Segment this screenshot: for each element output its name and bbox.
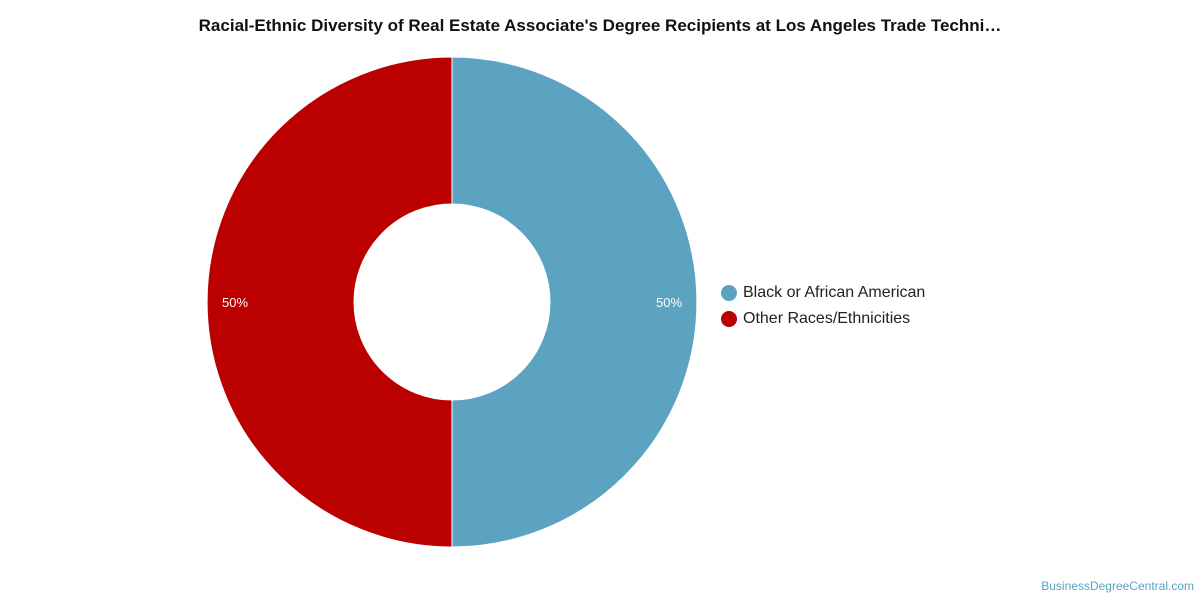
slice-label-1: 50% — [222, 295, 248, 310]
donut-slice-1[interactable] — [206, 56, 453, 548]
slice-label-0: 50% — [656, 295, 682, 310]
legend-swatch-other-races — [721, 311, 737, 327]
source-credit[interactable]: BusinessDegreeCentral.com — [1041, 579, 1194, 593]
chart-title: Racial-Ethnic Diversity of Real Estate A… — [198, 16, 1002, 35]
chart-legend: Black or African American Other Races/Et… — [721, 280, 925, 332]
legend-label: Other Races/Ethnicities — [743, 310, 911, 327]
legend-swatch-black-or-african-american — [721, 285, 737, 301]
legend-label: Black or African American — [743, 284, 926, 301]
legend-item-black-or-african-american[interactable]: Black or African American — [721, 280, 925, 306]
donut-slice-0[interactable] — [451, 56, 698, 548]
legend-item-other-races[interactable]: Other Races/Ethnicities — [721, 306, 925, 332]
